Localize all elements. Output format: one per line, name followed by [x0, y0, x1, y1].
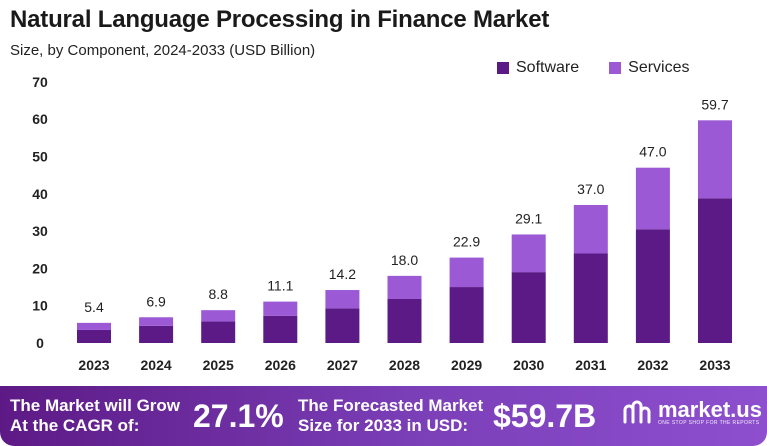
- bar-total-label: 22.9: [453, 234, 480, 250]
- bar-total-label: 47.0: [639, 144, 666, 160]
- x-tick-label: 2024: [141, 357, 172, 373]
- cagr-label: The Market will Grow At the CAGR of:: [10, 396, 180, 436]
- forecast-label-line1: The Forecasted Market: [298, 396, 484, 415]
- y-tick-label: 70: [32, 74, 48, 90]
- bar-segment-services: [263, 301, 298, 316]
- cagr-label-line1: The Market will Grow: [10, 396, 181, 415]
- bar-segment-software: [635, 229, 670, 343]
- bar-segment-services: [635, 167, 670, 230]
- y-tick-label: 60: [32, 111, 48, 127]
- bar-segment-software: [263, 315, 298, 343]
- bar-segment-services: [698, 120, 732, 199]
- legend-swatch-software: [497, 62, 509, 74]
- stacked-bar-chart: 0102030405060705.420236.920248.8202511.1…: [32, 74, 732, 373]
- legend-label-software: Software: [516, 59, 580, 76]
- legend-item-software: Software: [497, 59, 579, 77]
- x-tick-label: 2026: [265, 357, 296, 373]
- bar-segment-services: [77, 322, 111, 330]
- chart-legend: Software Services: [497, 59, 712, 77]
- footer-banner: The Market will Grow At the CAGR of: 27.…: [0, 386, 767, 446]
- bar-segment-software: [325, 308, 360, 343]
- bar-total-label: 18.0: [391, 252, 418, 268]
- bar-segment-services: [139, 317, 174, 326]
- y-tick-label: 20: [32, 260, 48, 276]
- x-tick-label: 2030: [513, 357, 544, 373]
- market-us-logo-icon: [623, 400, 651, 424]
- forecast-value: $59.7B: [493, 398, 597, 434]
- y-tick-label: 10: [32, 298, 48, 314]
- bar-total-label: 8.8: [208, 286, 228, 302]
- x-tick-label: 2033: [699, 357, 730, 373]
- bar-total-label: 6.9: [146, 293, 166, 309]
- bar-total-label: 29.1: [515, 210, 542, 226]
- forecast-label-line2: Size for 2033 in USD:: [298, 416, 469, 435]
- brand-tagline: ONE STOP SHOP FOR THE REPORTS: [658, 420, 760, 426]
- bar-segment-services: [573, 204, 608, 254]
- bar-segment-services: [449, 257, 484, 288]
- chart-title: Natural Language Processing in Finance M…: [10, 6, 550, 33]
- bar-total-label: 59.7: [701, 96, 728, 112]
- bar-segment-services: [201, 310, 236, 322]
- forecast-label: The Forecasted Market Size for 2033 in U…: [298, 396, 483, 436]
- bar-segment-software: [201, 321, 236, 343]
- x-tick-label: 2023: [78, 357, 109, 373]
- bar-total-label: 5.4: [84, 299, 104, 315]
- bar-total-label: 14.2: [329, 266, 356, 282]
- bar-segment-services: [387, 275, 422, 299]
- bar-total-label: 11.1: [267, 278, 293, 294]
- y-tick-label: 0: [36, 335, 44, 351]
- legend-item-services: Services: [609, 59, 690, 77]
- y-tick-label: 50: [32, 149, 48, 165]
- brand-name: market.us: [658, 397, 762, 422]
- x-tick-label: 2029: [451, 357, 482, 373]
- x-tick-label: 2031: [575, 357, 606, 373]
- bar-segment-software: [139, 325, 174, 343]
- x-tick-label: 2027: [327, 357, 358, 373]
- chart-subtitle: Size, by Component, 2024-2033 (USD Billi…: [10, 42, 316, 59]
- x-tick-label: 2025: [203, 357, 234, 373]
- bar-segment-software: [449, 287, 484, 343]
- y-tick-label: 30: [32, 223, 48, 239]
- bar-segment-software: [77, 329, 111, 343]
- bar-segment-software: [511, 272, 546, 343]
- bar-segment-services: [511, 234, 546, 273]
- cagr-value: 27.1%: [193, 398, 284, 434]
- y-tick-label: 40: [32, 186, 48, 202]
- bar-segment-services: [325, 290, 360, 309]
- cagr-label-line2: At the CAGR of:: [10, 416, 140, 435]
- x-tick-label: 2032: [637, 357, 668, 373]
- brand-text: market.us ONE STOP SHOP FOR THE REPORTS: [658, 397, 762, 427]
- brand-logo[interactable]: market.us ONE STOP SHOP FOR THE REPORTS: [622, 397, 762, 427]
- bar-segment-software: [573, 253, 608, 343]
- bar-segment-software: [698, 198, 732, 343]
- x-tick-label: 2028: [389, 357, 420, 373]
- bar-segment-software: [387, 298, 422, 343]
- legend-swatch-services: [609, 62, 622, 74]
- legend-label-services: Services: [628, 59, 690, 76]
- bar-total-label: 37.0: [577, 181, 604, 197]
